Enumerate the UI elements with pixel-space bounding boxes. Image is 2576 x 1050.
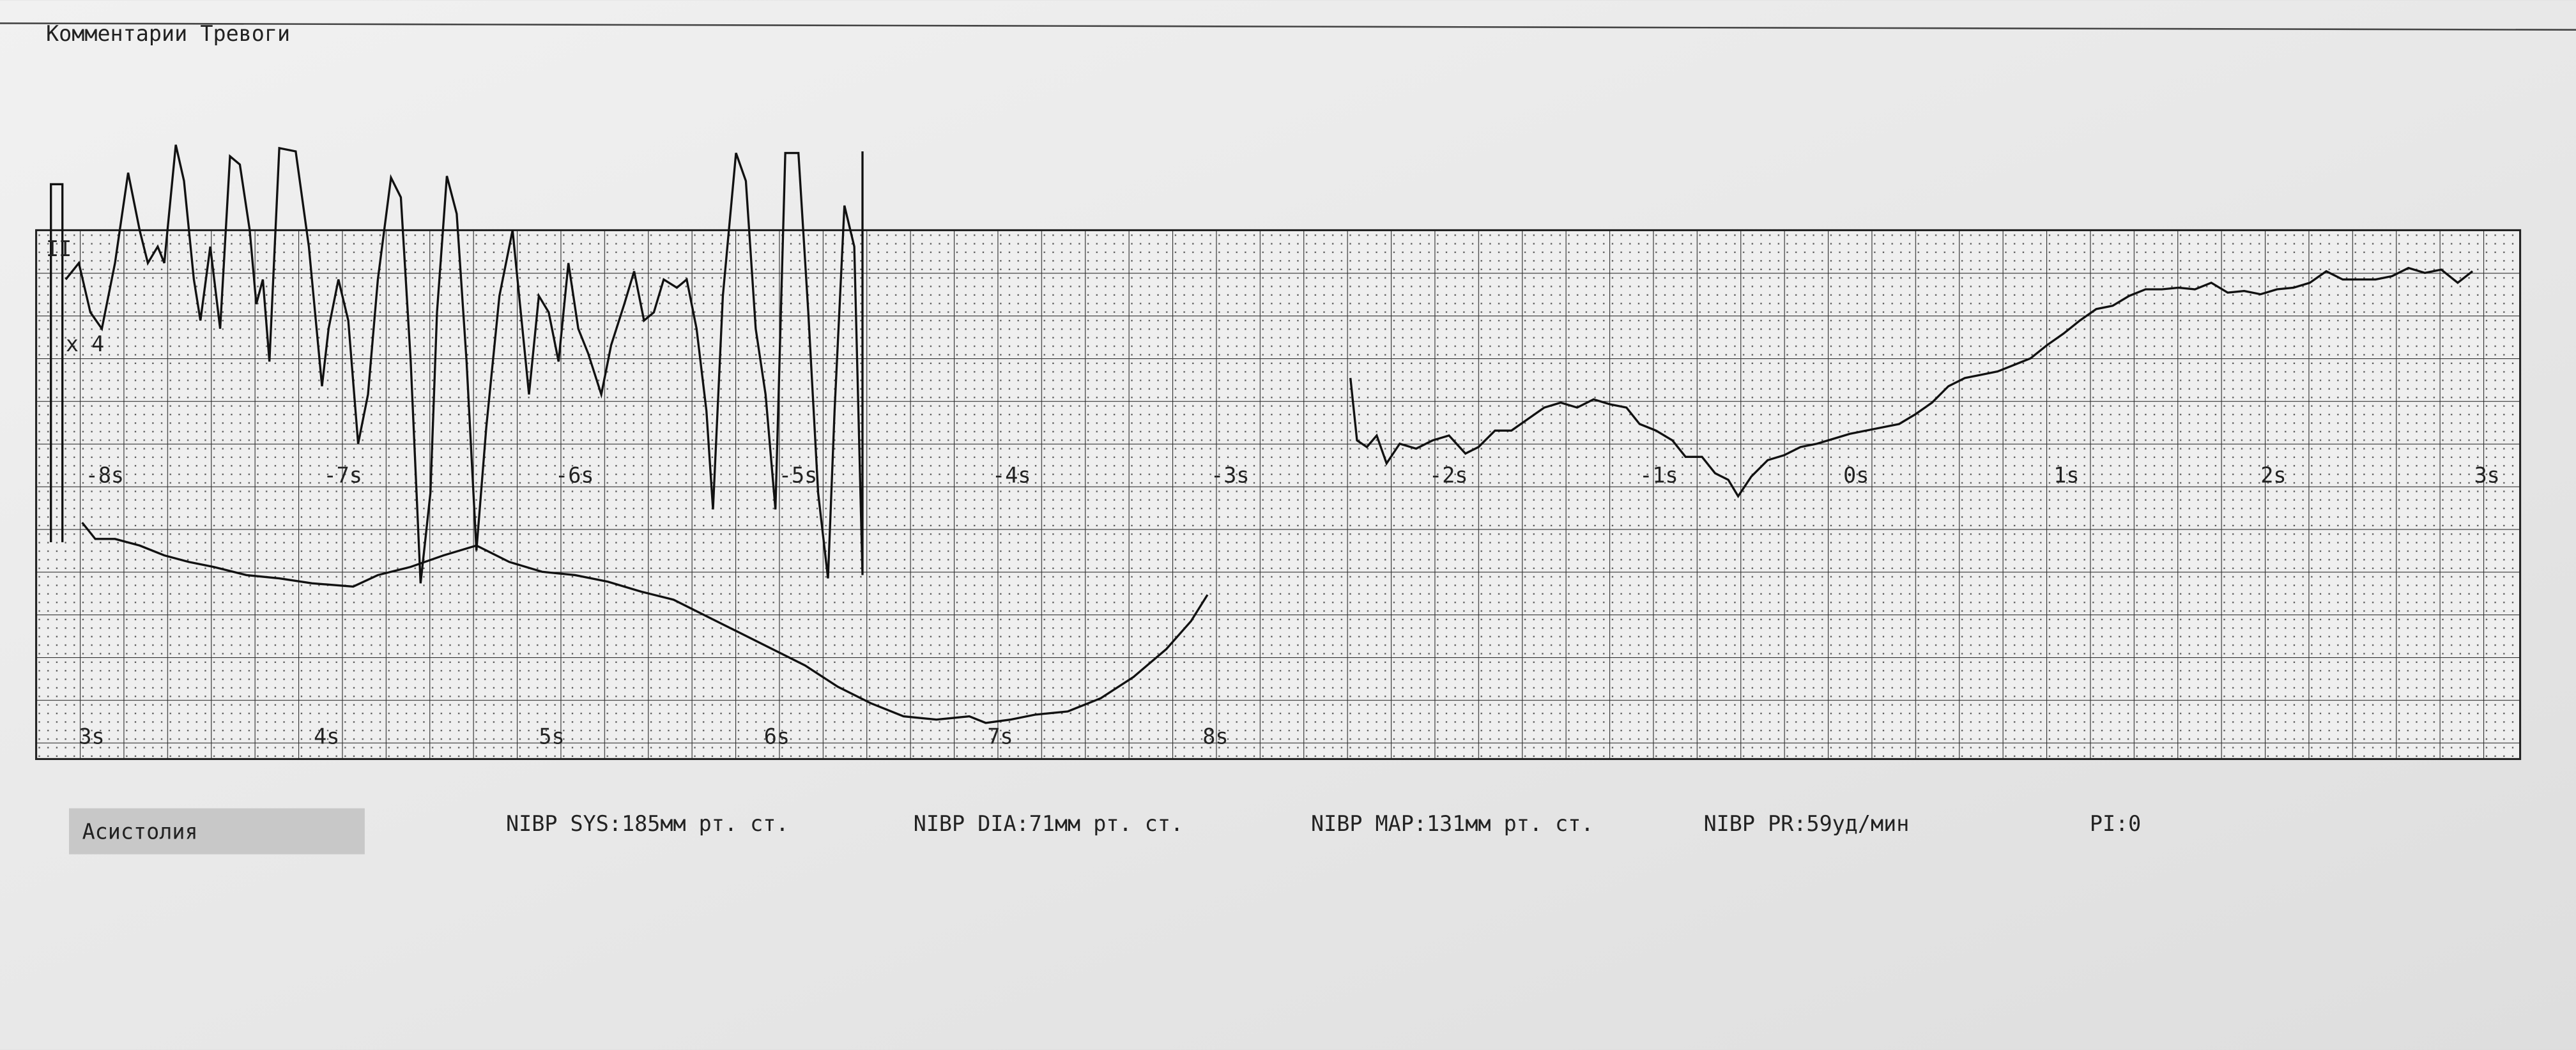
time-label: 8s	[1202, 724, 1228, 749]
alarm-name: Асистолия	[82, 819, 198, 844]
strip-labels: II x 4	[46, 236, 104, 356]
waveforms	[50, 144, 2474, 724]
measurement: PI:0	[2090, 811, 2141, 836]
section-title: Комментарии Тревоги	[46, 21, 290, 46]
lead-label: II	[46, 236, 72, 261]
time-label: -6s	[555, 463, 594, 488]
grid-major	[36, 230, 2520, 759]
ecg-trace-right	[1349, 266, 2474, 499]
measurement: NIBP PR:59уд/мин	[1704, 811, 1910, 836]
time-label: -4s	[992, 463, 1031, 488]
grid-border	[35, 229, 2522, 760]
header-rule	[0, 22, 2576, 31]
measurement: NIBP DIA:71мм рт. ст.	[914, 811, 1183, 836]
time-label: -8s	[86, 463, 124, 488]
measurement: NIBP MAP:131мм рт. ст.	[1311, 811, 1593, 836]
time-label: 6s	[764, 724, 790, 749]
time-label: 4s	[314, 724, 339, 749]
time-label: -3s	[1211, 463, 1249, 488]
time-label: -2s	[1429, 463, 1468, 488]
ecg-grid	[35, 229, 2522, 760]
measurement: NIBP SYS:185мм рт. ст.	[506, 811, 788, 836]
time-label: -5s	[779, 463, 817, 488]
time-label: 7s	[987, 724, 1013, 749]
time-label: -1s	[1639, 463, 1678, 488]
alarm-highlight	[69, 808, 365, 855]
time-label: 1s	[2053, 463, 2079, 488]
time-label: 0s	[1843, 463, 1869, 488]
time-label: 3s	[79, 724, 104, 749]
measurements: NIBP SYS:185мм рт. ст. NIBP DIA:71мм рт. …	[506, 811, 2141, 836]
ecg-trace-left	[50, 144, 864, 584]
lower-time-labels: 3s 4s 5s 6s 7s 8s	[79, 724, 1228, 749]
ecg-trace-lower	[81, 522, 1209, 724]
time-label: 5s	[539, 724, 564, 749]
time-label: 3s	[2474, 463, 2500, 488]
gain-label: x 4	[66, 331, 104, 356]
upper-time-labels: -8s -7s -6s -5s -4s -3s -2s -1s 0s 1s 2s 3s	[86, 463, 2500, 488]
time-label: 2s	[2260, 463, 2286, 488]
time-label: -7s	[324, 463, 362, 488]
